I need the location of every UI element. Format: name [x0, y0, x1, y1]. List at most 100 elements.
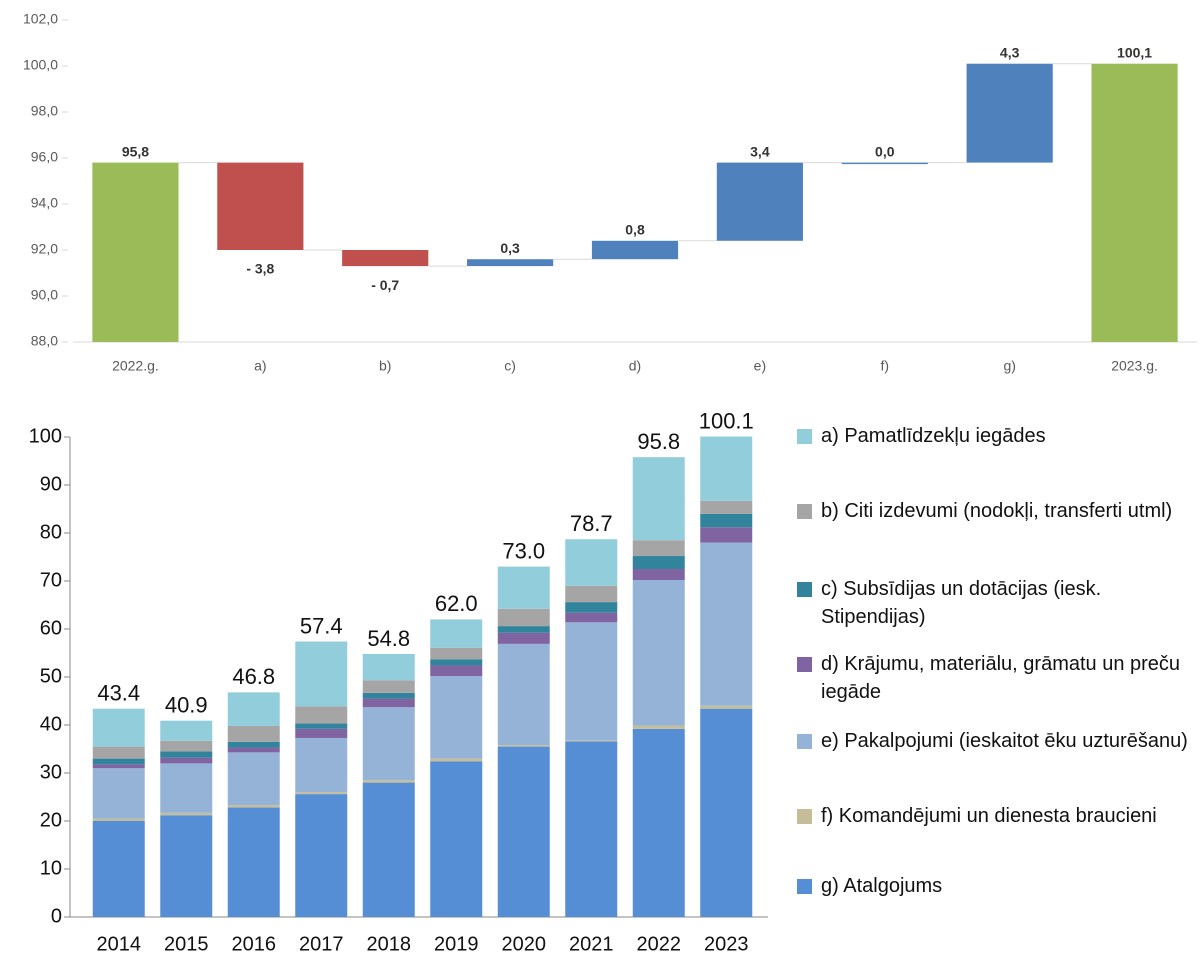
- legend-label: a) Pamatlīdzekļu iegādes: [821, 425, 1046, 447]
- y-tick-label: 30: [40, 761, 62, 783]
- bar-segment: [92, 821, 145, 917]
- bar: [841, 162, 928, 165]
- y-tick-label: 60: [40, 617, 62, 639]
- legend-swatch: [797, 657, 812, 672]
- bar-segment: [565, 740, 618, 742]
- bar-segment: [227, 807, 280, 917]
- x-tick-label: a): [254, 358, 266, 374]
- bar-segment: [295, 737, 348, 793]
- bar-segment: [430, 647, 483, 660]
- bar-segment: [92, 708, 145, 747]
- bar: [966, 63, 1053, 163]
- x-tick-label: d): [629, 358, 641, 374]
- legend-swatch: [797, 504, 812, 519]
- bar-segment: [632, 540, 685, 557]
- value-label: 0,0: [875, 143, 895, 159]
- bar-segment: [497, 626, 550, 633]
- y-tick-label: 90: [40, 473, 62, 495]
- y-tick-label: 96,0: [31, 149, 58, 165]
- bar-segment: [430, 665, 483, 677]
- bar-segment: [160, 720, 213, 741]
- bar-segment: [362, 680, 415, 693]
- x-tick-label: 2014: [97, 933, 142, 955]
- bar-segment: [227, 741, 280, 748]
- bar-segment: [565, 539, 618, 586]
- bar-segment: [92, 758, 145, 765]
- bar: [591, 240, 679, 260]
- value-label: 95,8: [122, 143, 149, 159]
- bar-segment: [227, 805, 280, 808]
- y-tick-label: 98,0: [31, 103, 58, 119]
- bar-segment: [295, 641, 348, 707]
- legend-label: d) Krājumu, materiālu, grāmatu un preču …: [821, 653, 1181, 703]
- legend-item: g) Atalgojums: [797, 872, 1197, 900]
- total-label: 62.0: [435, 591, 478, 616]
- legend-label: g) Atalgojums: [821, 875, 943, 897]
- bar-segment: [227, 692, 280, 726]
- y-tick-label: 20: [40, 809, 62, 831]
- legend-item: f) Komandējumi un dienesta braucieni: [797, 802, 1197, 830]
- value-label: 100,1: [1117, 44, 1152, 60]
- bar-segment: [632, 457, 685, 541]
- bar-segment: [295, 706, 348, 724]
- bar-segment: [430, 761, 483, 917]
- y-tick-label: 0: [51, 905, 62, 927]
- bar-segment: [632, 725, 685, 729]
- bar-segment: [632, 728, 685, 917]
- legend-label: f) Komandējumi un dienesta braucieni: [821, 805, 1157, 827]
- bar-segment: [362, 653, 415, 681]
- value-label: 0,3: [500, 240, 520, 256]
- bar-segment: [430, 619, 483, 648]
- bar-segment: [700, 436, 753, 501]
- x-tick-label: 2019: [434, 933, 479, 955]
- x-tick-label: 2021: [569, 933, 614, 955]
- y-tick-label: 100: [29, 425, 62, 447]
- y-tick-label: 94,0: [31, 195, 58, 211]
- bar-segment: [92, 764, 145, 769]
- legend-item: a) Pamatlīdzekļu iegādes: [797, 422, 1197, 450]
- bar-segment: [160, 751, 213, 758]
- total-label: 57.4: [300, 613, 343, 638]
- bar: [217, 162, 304, 250]
- y-tick-label: 100,0: [23, 57, 58, 73]
- bar-segment: [700, 500, 753, 514]
- bar: [467, 259, 554, 267]
- bar-segment: [92, 746, 145, 759]
- bar-segment: [497, 632, 550, 644]
- bar-segment: [700, 542, 753, 706]
- y-tick-label: 40: [40, 713, 62, 735]
- total-label: 46.8: [232, 664, 275, 689]
- bar-segment: [92, 768, 145, 819]
- bar-segment: [565, 602, 618, 613]
- bar-segment: [632, 556, 685, 569]
- x-tick-label: 2015: [164, 933, 209, 955]
- x-tick-label: 2017: [299, 933, 344, 955]
- legend-item: c) Subsīdijas un dotācijas (iesk. Stipen…: [797, 575, 1197, 631]
- bar-segment: [362, 707, 415, 781]
- value-label: - 0,7: [371, 277, 399, 293]
- y-tick-label: 92,0: [31, 241, 58, 257]
- legend-label: c) Subsīdijas un dotācijas (iesk. Stipen…: [821, 578, 1102, 628]
- legend-label: e) Pakalpojumi (ieskaitot ēku uzturēšanu…: [821, 730, 1188, 752]
- bar-segment: [565, 741, 618, 917]
- bar-segment: [295, 728, 348, 738]
- bar-segment: [227, 747, 280, 753]
- bar-segment: [497, 746, 550, 917]
- y-tick-label: 88,0: [31, 333, 58, 349]
- bar-segment: [497, 643, 550, 746]
- total-label: 78.7: [570, 511, 613, 536]
- y-tick-label: 80: [40, 521, 62, 543]
- bar: [1091, 63, 1178, 342]
- x-tick-label: 2023: [704, 933, 749, 955]
- bar-segment: [497, 566, 550, 609]
- total-label: 73.0: [502, 538, 545, 563]
- bar-segment: [700, 705, 753, 709]
- bar-segment: [295, 792, 348, 795]
- legend-swatch: [797, 809, 812, 824]
- value-label: - 3,8: [246, 261, 274, 277]
- legend-label: b) Citi izdevumi (nodokļi, transferti ut…: [821, 500, 1173, 522]
- value-label: 4,3: [1000, 44, 1020, 60]
- legend-swatch: [797, 582, 812, 597]
- bar-segment: [430, 659, 483, 666]
